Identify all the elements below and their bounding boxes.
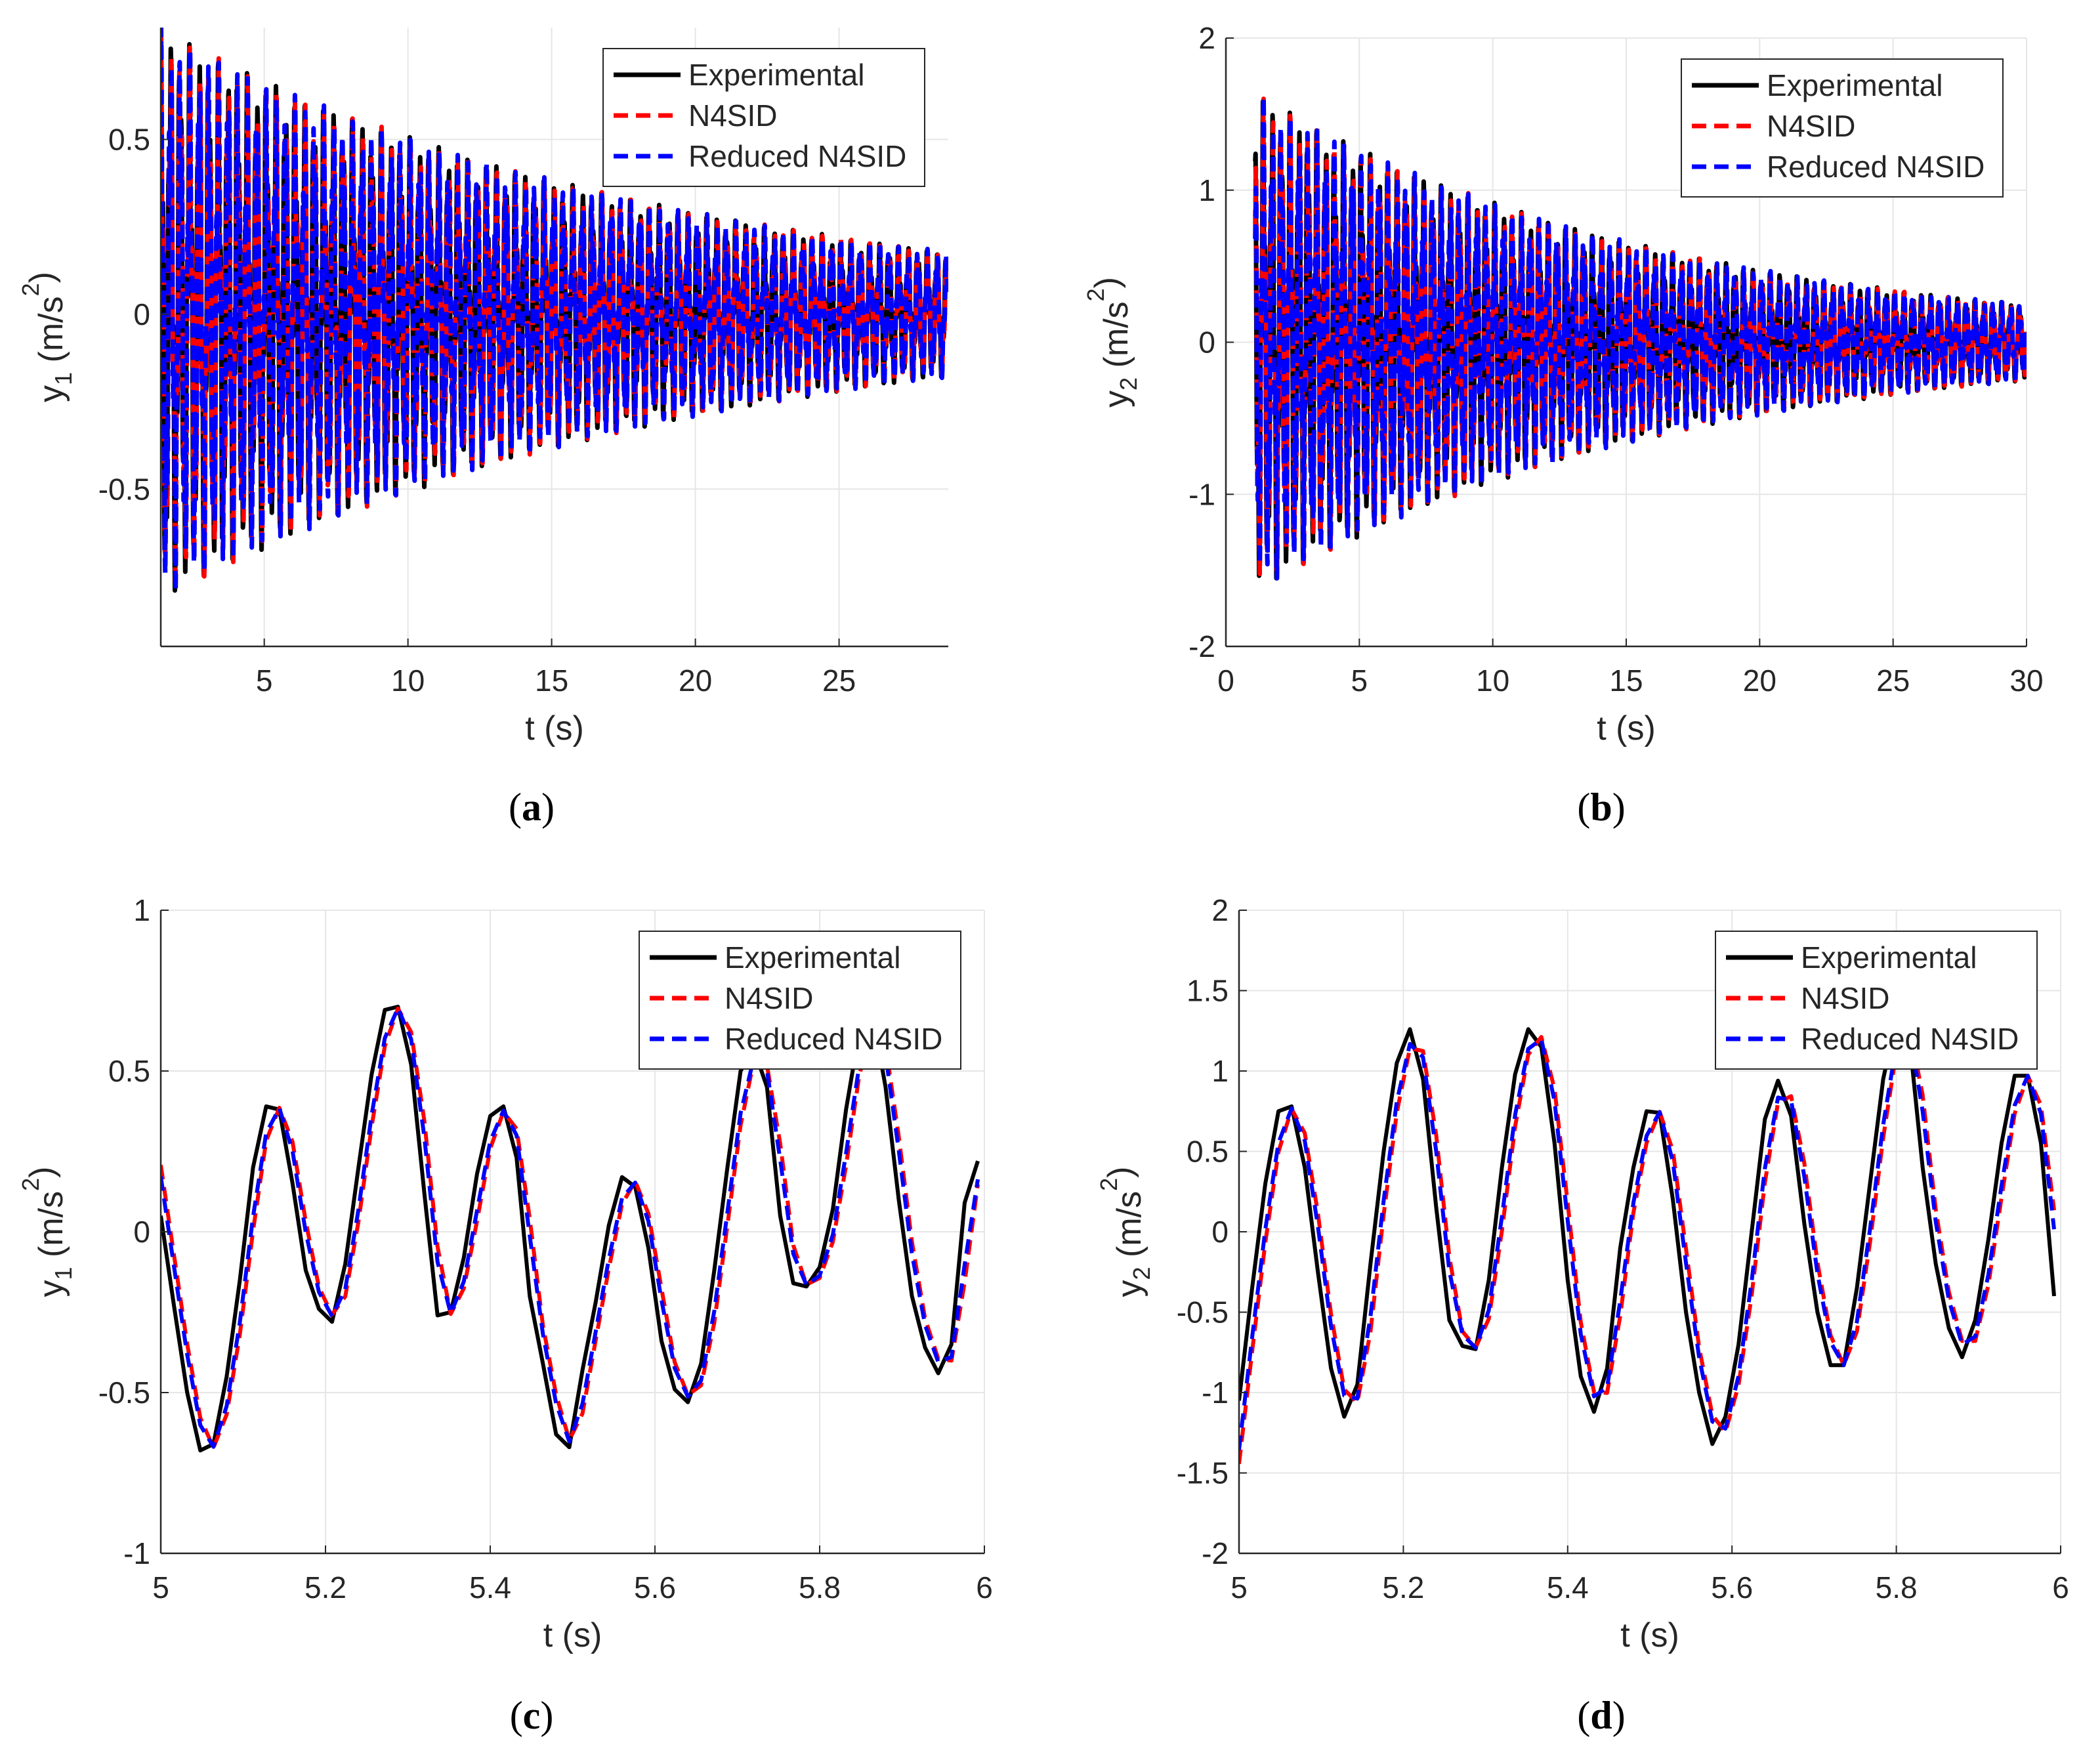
x-tick-label: 6	[2052, 1570, 2069, 1605]
y-tick-label: 0	[133, 297, 150, 331]
caption-d: (d)	[1577, 1694, 1626, 1737]
legend-c: Experimental N4SID Reduced N4SID	[639, 931, 961, 1070]
panel-c: 5 5.2 5.4 5.6 5.8 6 -1 -0.5 0 0.5 1 t (s) y1 (m/s2) E…	[17, 893, 993, 1654]
y-tick-label: 0.5	[1187, 1135, 1229, 1169]
y-tick-label: 2	[1211, 893, 1229, 927]
y-tick-label: 1.5	[1187, 974, 1229, 1008]
legend-label: Experimental	[1767, 68, 1943, 102]
y-tick-label: 0	[1211, 1215, 1229, 1249]
legend-label: Experimental	[1801, 940, 1977, 975]
x-tick-label: 5.8	[1876, 1570, 1918, 1605]
x-tick-label: 10	[1476, 663, 1509, 698]
x-axis-label: t (s)	[1597, 709, 1656, 747]
y-axis-label: y1 (m/s2)	[17, 272, 77, 402]
y-axis-label: y1 (m/s2)	[17, 1167, 77, 1297]
y-axis-label: y2 (m/s2)	[1095, 1167, 1155, 1297]
x-tick-label: 5.6	[634, 1570, 676, 1605]
caption-b: (b)	[1577, 786, 1626, 829]
series-line-reduced-n4sid	[1253, 94, 2027, 581]
y-tick-label: 0	[1198, 326, 1215, 360]
x-axis-label: t (s)	[525, 709, 584, 747]
legend-a: Experimental N4SID Reduced N4SID	[602, 48, 925, 187]
series-line-n4sid	[161, 1006, 980, 1450]
series-line-reduced-n4sid	[161, 28, 948, 593]
y-tick-label: -0.5	[1177, 1295, 1229, 1330]
y-tick-label: 1	[1198, 173, 1215, 207]
series-line-experimental	[161, 1005, 980, 1453]
plot-area-a	[161, 28, 948, 593]
x-tick-label: 20	[1743, 663, 1776, 698]
x-tick-label: 5.8	[799, 1570, 841, 1605]
panel-a: 5 10 15 20 25 -0.5 0 0.5 t (s) y1 (m/s2) Experimen…	[17, 28, 948, 747]
x-tick-label: 0	[1217, 663, 1234, 698]
series-line-experimental	[1239, 1016, 2056, 1446]
x-tick-label: 6	[976, 1570, 993, 1605]
legend-label: N4SID	[1801, 981, 1889, 1015]
x-tick-label: 5.6	[1711, 1570, 1753, 1605]
x-tick-label: 30	[2009, 663, 2043, 698]
x-tick-label: 5.2	[1382, 1570, 1424, 1605]
legend-b: Experimental N4SID Reduced N4SID	[1681, 58, 2004, 198]
legend-label: Experimental	[725, 940, 900, 975]
x-tick-label: 5	[1230, 1570, 1248, 1605]
y-tick-label: -1.5	[1177, 1456, 1229, 1490]
x-tick-label: 5	[256, 663, 273, 698]
legend-box	[1715, 931, 2038, 1070]
x-axis-label: t (s)	[1620, 1616, 1679, 1654]
x-tick-label: 5.4	[1547, 1570, 1589, 1605]
caption-c: (c)	[509, 1694, 554, 1737]
x-tick-label: 15	[1609, 663, 1643, 698]
y-tick-label: -0.5	[98, 1376, 150, 1410]
plot-area-b	[1253, 94, 2027, 581]
y-axis-label: y2 (m/s2)	[1082, 277, 1142, 408]
y-tick-label: 0	[133, 1215, 150, 1249]
y-tick-label: 0.5	[108, 1054, 150, 1088]
x-axis-label: t (s)	[543, 1616, 602, 1654]
legend-label: Reduced N4SID	[725, 1022, 942, 1056]
x-tick-label: 5	[152, 1570, 169, 1605]
legend-box	[1681, 58, 2004, 198]
legend-box	[602, 48, 925, 187]
y-tick-label: 2	[1198, 21, 1215, 55]
y-tick-label: -2	[1188, 629, 1215, 663]
x-tick-label: 10	[391, 663, 425, 698]
series-line-reduced-n4sid	[1239, 1028, 2056, 1450]
y-tick-label: -1	[1188, 477, 1215, 511]
y-tick-label: 1	[133, 893, 150, 927]
panel-d: 5 5.2 5.4 5.6 5.8 6 -2 -1.5 -1 -0.5 0 0.5 1 1.5 2 t (s)…	[1095, 893, 2069, 1654]
x-tick-label: 5.4	[469, 1570, 511, 1605]
x-tick-label: 25	[1876, 663, 1910, 698]
y-tick-label: -0.5	[98, 472, 150, 506]
legend-d: Experimental N4SID Reduced N4SID	[1715, 931, 2038, 1070]
legend-label: N4SID	[1767, 109, 1855, 143]
y-tick-label: -1	[123, 1536, 150, 1570]
legend-label: Experimental	[688, 58, 864, 92]
legend-box	[639, 931, 961, 1070]
legend-label: Reduced N4SID	[1767, 150, 1985, 184]
y-tick-label: -2	[1202, 1536, 1229, 1570]
x-tick-label: 5.2	[305, 1570, 347, 1605]
x-tick-label: 15	[535, 663, 568, 698]
legend-label: Reduced N4SID	[1801, 1022, 2019, 1056]
legend-label: N4SID	[688, 98, 777, 133]
plot-area-c	[161, 1005, 980, 1453]
x-tick-label: 25	[822, 663, 856, 698]
y-tick-label: 0.5	[108, 122, 150, 156]
panel-b: 0 5 10 15 20 25 30 -2 -1 0 1 2 t (s) y2 (m/s2) Experim…	[1082, 21, 2044, 747]
series-line-reduced-n4sid	[161, 1006, 980, 1449]
caption-a: (a)	[509, 786, 555, 829]
x-tick-label: 20	[679, 663, 712, 698]
y-tick-label: -1	[1202, 1376, 1229, 1410]
plot-area-d	[1239, 1016, 2056, 1465]
legend-label: Reduced N4SID	[688, 139, 906, 173]
y-tick-label: 1	[1211, 1054, 1229, 1088]
legend-label: N4SID	[725, 981, 813, 1015]
x-tick-label: 5	[1351, 663, 1368, 698]
